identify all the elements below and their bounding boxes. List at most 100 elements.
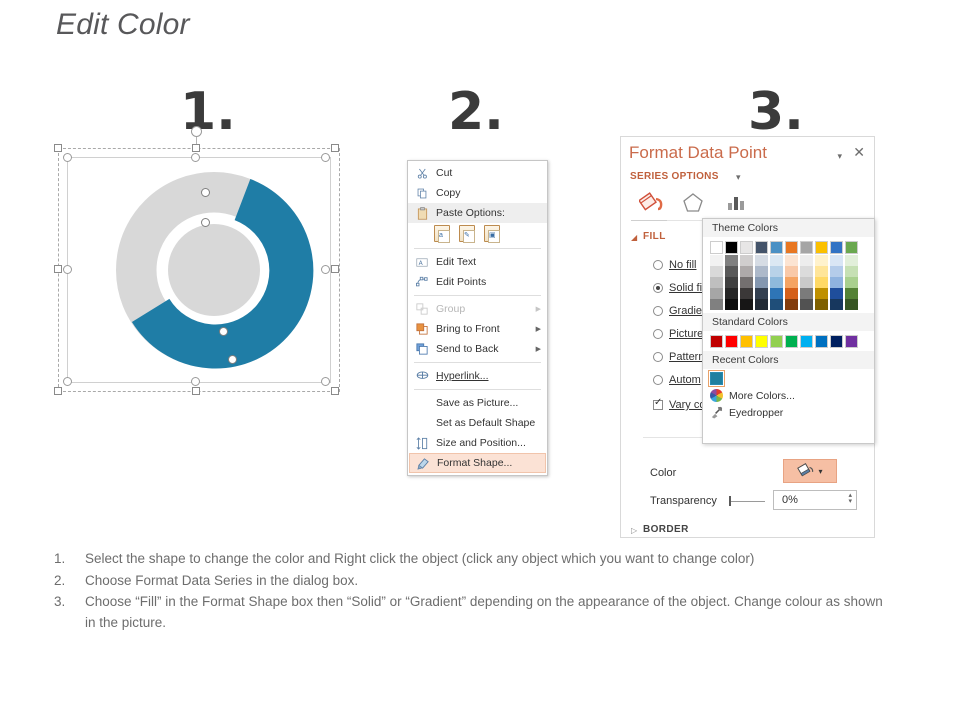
tab-effects[interactable] [681, 191, 705, 220]
theme-variant-swatch-4-1[interactable] [725, 299, 738, 310]
resize-handle-bottom-center[interactable] [192, 387, 200, 395]
theme-variant-swatch-3-9[interactable] [845, 288, 858, 299]
theme-variant-swatch-0-0[interactable] [710, 255, 723, 266]
theme-variant-swatch-3-5[interactable] [785, 288, 798, 299]
paste-keep-source-formatting-icon[interactable]: a [434, 225, 450, 243]
theme-variant-swatch-0-1[interactable] [725, 255, 738, 266]
context-menu-item-bring-to-front[interactable]: Bring to Front ▶ [408, 319, 547, 339]
radio-icon[interactable] [653, 329, 663, 339]
theme-variant-row-3[interactable] [710, 288, 874, 299]
theme-color-swatch-9[interactable] [845, 241, 858, 254]
theme-variant-swatch-0-5[interactable] [785, 255, 798, 266]
resize-handle-middle-left[interactable] [54, 265, 62, 273]
color-picker-flyout[interactable]: Theme Colors Standard Colors Recent Colo… [702, 218, 875, 444]
checkbox-icon[interactable] [653, 397, 663, 410]
more-colors-action[interactable]: More Colors... [703, 387, 874, 404]
theme-variant-swatch-2-7[interactable] [815, 277, 828, 288]
theme-colors-variant-rows[interactable] [710, 255, 874, 310]
vary-colors-checkbox-row[interactable]: Vary co [653, 397, 705, 411]
donut-chart-selection-panel[interactable] [54, 126, 340, 395]
theme-color-swatch-6[interactable] [800, 241, 813, 254]
standard-color-swatch-6[interactable] [800, 335, 813, 348]
theme-color-swatch-0[interactable] [710, 241, 723, 254]
transparency-slider-track[interactable] [731, 501, 765, 502]
theme-variant-swatch-2-1[interactable] [725, 277, 738, 288]
inner-handle-top-left[interactable] [63, 153, 72, 162]
theme-variant-swatch-4-6[interactable] [800, 299, 813, 310]
fill-option-solid-fill[interactable]: Solid fi [653, 282, 702, 294]
series-options-label[interactable]: SERIES OPTIONS [630, 171, 719, 182]
theme-variant-swatch-4-5[interactable] [785, 299, 798, 310]
paste-use-destination-theme-icon[interactable]: ✎ [459, 225, 475, 243]
radio-icon[interactable] [653, 306, 663, 316]
theme-variant-swatch-4-2[interactable] [740, 299, 753, 310]
inner-handle-bottom-center[interactable] [191, 377, 200, 386]
theme-variant-swatch-2-9[interactable] [845, 277, 858, 288]
theme-variant-row-1[interactable] [710, 266, 874, 277]
theme-variant-swatch-1-9[interactable] [845, 266, 858, 277]
context-menu-item-edit-text[interactable]: A Edit Text [408, 252, 547, 272]
theme-color-swatch-4[interactable] [770, 241, 783, 254]
theme-variant-swatch-2-3[interactable] [755, 277, 768, 288]
standard-color-swatch-7[interactable] [815, 335, 828, 348]
theme-variant-swatch-0-8[interactable] [830, 255, 843, 266]
stepper-up-icon[interactable]: ▴ [848, 492, 852, 499]
theme-variant-swatch-0-2[interactable] [740, 255, 753, 266]
theme-variant-row-0[interactable] [710, 255, 874, 266]
theme-variant-swatch-1-0[interactable] [710, 266, 723, 277]
context-menu-item-send-to-back[interactable]: Send to Back ▶ [408, 339, 547, 359]
theme-variant-swatch-2-0[interactable] [710, 277, 723, 288]
theme-variant-row-2[interactable] [710, 277, 874, 288]
donut-selected-slice[interactable] [131, 178, 314, 369]
inner-handle-top-right[interactable] [321, 153, 330, 162]
theme-color-swatch-5[interactable] [785, 241, 798, 254]
resize-handle-bottom-left[interactable] [54, 387, 62, 395]
inner-handle-middle-left[interactable] [63, 265, 72, 274]
theme-variant-swatch-1-8[interactable] [830, 266, 843, 277]
slice-handle-inner-start[interactable] [201, 218, 210, 227]
standard-color-swatch-4[interactable] [770, 335, 783, 348]
theme-variant-swatch-1-7[interactable] [815, 266, 828, 277]
theme-variant-swatch-3-2[interactable] [740, 288, 753, 299]
theme-color-swatch-3[interactable] [755, 241, 768, 254]
transparency-input[interactable]: 0% ▴ ▾ [773, 490, 857, 510]
theme-colors-base-row[interactable] [710, 241, 874, 254]
fill-section-header[interactable]: FILL [643, 231, 666, 242]
theme-variant-swatch-2-4[interactable] [770, 277, 783, 288]
fill-option-pattern-fill[interactable]: Pattern [653, 351, 704, 363]
theme-variant-swatch-1-1[interactable] [725, 266, 738, 277]
standard-color-swatch-3[interactable] [755, 335, 768, 348]
recent-colors-grid[interactable] [703, 369, 874, 387]
slice-handle-outer-start[interactable] [201, 188, 210, 197]
expand-triangle-icon[interactable]: ▷ [631, 526, 638, 535]
standard-color-swatch-9[interactable] [845, 335, 858, 348]
theme-variant-swatch-3-0[interactable] [710, 288, 723, 299]
chevron-down-icon[interactable]: ▾ [818, 466, 823, 476]
resize-handle-top-center[interactable] [192, 144, 200, 152]
stepper-down-icon[interactable]: ▾ [848, 498, 852, 505]
context-menu-item-paste-options[interactable]: Paste Options: [408, 203, 547, 223]
collapse-triangle-icon[interactable]: ◢ [631, 233, 638, 242]
eyedropper-action[interactable]: Eyedropper [703, 404, 874, 421]
inner-handle-middle-right[interactable] [321, 265, 330, 274]
chevron-down-icon[interactable]: ▾ [837, 151, 842, 161]
resize-handle-top-right[interactable] [331, 144, 339, 152]
theme-variant-row-4[interactable] [710, 299, 874, 310]
radio-icon[interactable] [653, 283, 663, 293]
theme-variant-swatch-1-5[interactable] [785, 266, 798, 277]
standard-colors-grid[interactable] [703, 331, 874, 351]
slice-handle-outer-end[interactable] [228, 355, 237, 364]
theme-variant-swatch-0-3[interactable] [755, 255, 768, 266]
theme-variant-swatch-1-4[interactable] [770, 266, 783, 277]
theme-variant-swatch-0-4[interactable] [770, 255, 783, 266]
transparency-slider-thumb[interactable] [729, 496, 731, 506]
radio-icon[interactable] [653, 260, 663, 270]
inner-handle-top-center[interactable] [191, 153, 200, 162]
theme-color-swatch-7[interactable] [815, 241, 828, 254]
theme-variant-swatch-2-5[interactable] [785, 277, 798, 288]
theme-variant-swatch-3-3[interactable] [755, 288, 768, 299]
paste-picture-icon[interactable]: ▣ [484, 225, 500, 243]
chevron-down-icon[interactable]: ▾ [736, 172, 741, 182]
context-menu-item-edit-points[interactable]: Edit Points [408, 272, 547, 292]
theme-variant-swatch-3-7[interactable] [815, 288, 828, 299]
